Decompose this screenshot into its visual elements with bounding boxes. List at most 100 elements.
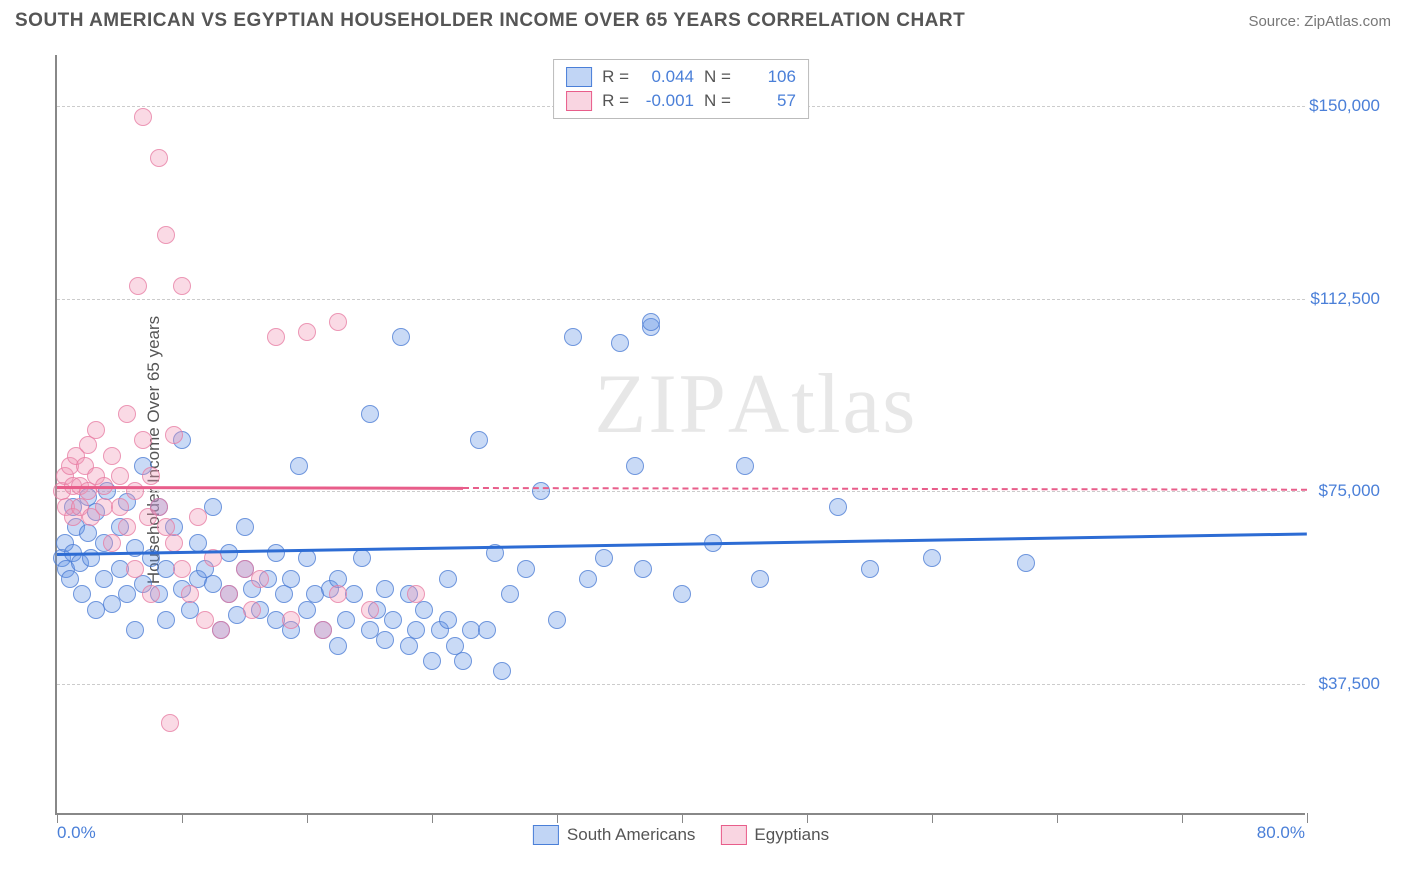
legend-n-blue: 106 <box>741 67 796 87</box>
data-point <box>470 431 488 449</box>
y-tick-label: $150,000 <box>1309 96 1380 116</box>
swatch-pink-icon <box>720 825 746 845</box>
data-point <box>611 334 629 352</box>
legend-row-blue: R = 0.044 N = 106 <box>566 65 796 89</box>
trend-line <box>57 486 463 489</box>
data-point <box>329 313 347 331</box>
data-point <box>751 570 769 588</box>
data-point <box>189 534 207 552</box>
legend-n-pink: 57 <box>741 91 796 111</box>
data-point <box>118 585 136 603</box>
data-point <box>157 611 175 629</box>
data-point <box>79 436 97 454</box>
legend-item-pink: Egyptians <box>720 825 829 845</box>
data-point <box>282 570 300 588</box>
chart-source: Source: ZipAtlas.com <box>1248 13 1391 30</box>
data-point <box>829 498 847 516</box>
data-point <box>478 621 496 639</box>
data-point <box>439 611 457 629</box>
correlation-legend: R = 0.044 N = 106 R = -0.001 N = 57 <box>553 59 809 119</box>
data-point <box>439 570 457 588</box>
data-point <box>251 570 269 588</box>
series-legend: South Americans Egyptians <box>533 825 829 845</box>
data-point <box>564 328 582 346</box>
data-point <box>454 652 472 670</box>
data-point <box>173 560 191 578</box>
data-point <box>150 149 168 167</box>
data-point <box>314 621 332 639</box>
plot-area: ZIPAtlas R = 0.044 N = 106 R = -0.001 N … <box>55 55 1305 815</box>
gridline <box>57 491 1305 492</box>
data-point <box>501 585 519 603</box>
watermark-bold: ZIP <box>594 357 728 451</box>
chart-header: SOUTH AMERICAN VS EGYPTIAN HOUSEHOLDER I… <box>0 0 1406 37</box>
x-tick <box>807 813 808 823</box>
swatch-blue-icon <box>566 67 592 87</box>
x-tick <box>682 813 683 823</box>
data-point <box>103 534 121 552</box>
data-point <box>173 277 191 295</box>
data-point <box>95 570 113 588</box>
data-point <box>161 714 179 732</box>
legend-row-pink: R = -0.001 N = 57 <box>566 89 796 113</box>
data-point <box>415 601 433 619</box>
chart-container: Householder Income Over 65 years ZIPAtla… <box>55 55 1385 845</box>
data-point <box>376 631 394 649</box>
data-point <box>220 585 238 603</box>
data-point <box>236 518 254 536</box>
legend-r-blue: 0.044 <box>639 67 694 87</box>
y-tick-label: $75,000 <box>1319 481 1380 501</box>
swatch-pink-icon <box>566 91 592 111</box>
data-point <box>129 277 147 295</box>
data-point <box>579 570 597 588</box>
data-point <box>111 467 129 485</box>
data-point <box>626 457 644 475</box>
data-point <box>103 447 121 465</box>
data-point <box>61 570 79 588</box>
data-point <box>673 585 691 603</box>
x-axis-end-label: 80.0% <box>1257 823 1305 843</box>
data-point <box>220 544 238 562</box>
chart-title: SOUTH AMERICAN VS EGYPTIAN HOUSEHOLDER I… <box>15 10 965 32</box>
data-point <box>290 457 308 475</box>
x-tick <box>307 813 308 823</box>
data-point <box>861 560 879 578</box>
data-point <box>329 585 347 603</box>
data-point <box>407 585 425 603</box>
legend-n-label: N = <box>704 91 731 111</box>
data-point <box>267 544 285 562</box>
data-point <box>423 652 441 670</box>
y-tick-label: $37,500 <box>1319 674 1380 694</box>
data-point <box>134 108 152 126</box>
data-point <box>361 601 379 619</box>
y-tick-label: $112,500 <box>1310 289 1380 309</box>
data-point <box>212 621 230 639</box>
data-point <box>532 482 550 500</box>
x-tick <box>182 813 183 823</box>
data-point <box>298 323 316 341</box>
data-point <box>150 498 168 516</box>
legend-label-blue: South Americans <box>567 825 696 845</box>
x-tick <box>1307 813 1308 823</box>
data-point <box>142 585 160 603</box>
watermark-text: ZIPAtlas <box>594 355 917 453</box>
data-point <box>243 601 261 619</box>
data-point <box>103 595 121 613</box>
watermark-thin: Atlas <box>728 357 917 451</box>
data-point <box>329 637 347 655</box>
data-point <box>345 585 363 603</box>
trend-line <box>463 487 1307 491</box>
data-point <box>189 508 207 526</box>
data-point <box>275 585 293 603</box>
data-point <box>736 457 754 475</box>
data-point <box>142 467 160 485</box>
data-point <box>392 328 410 346</box>
data-point <box>87 421 105 439</box>
x-tick <box>1057 813 1058 823</box>
data-point <box>157 226 175 244</box>
swatch-blue-icon <box>533 825 559 845</box>
data-point <box>134 431 152 449</box>
legend-n-label: N = <box>704 67 731 87</box>
data-point <box>1017 554 1035 572</box>
data-point <box>111 498 129 516</box>
